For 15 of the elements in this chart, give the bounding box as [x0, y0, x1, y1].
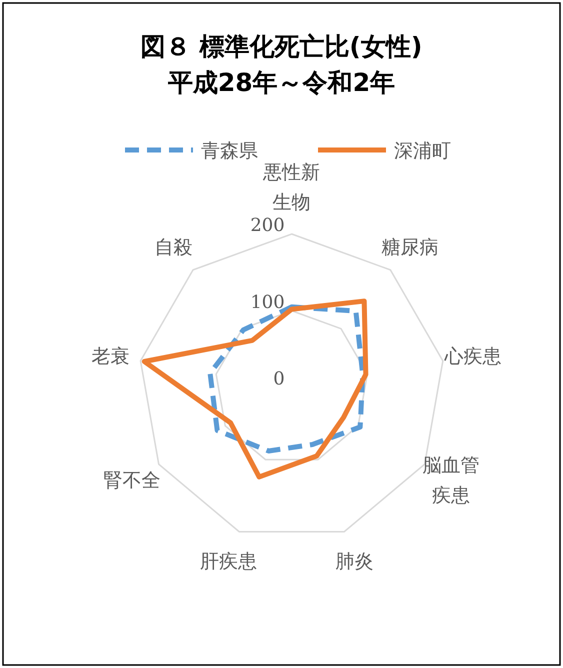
y-tick-label: 0 — [273, 368, 285, 390]
spoke-label: 自殺 — [154, 236, 192, 258]
spoke-label: 心疾患 — [444, 346, 502, 368]
spoke-label: 肝疾患 — [200, 550, 258, 573]
spoke-label: 糖尿病 — [382, 236, 439, 258]
spoke-label: 腎不全 — [104, 470, 161, 492]
y-tick-label: 200 — [250, 215, 285, 236]
spoke-label: 肺炎 — [336, 550, 374, 573]
spoke-label: 老衰 — [91, 346, 130, 368]
legend-label: 深浦町 — [394, 140, 451, 162]
spoke-label: 脳血管疾患 — [422, 454, 480, 507]
legend-label: 青森県 — [201, 140, 258, 162]
spoke-label: 悪性新生物 — [262, 161, 320, 214]
y-tick-label: 100 — [250, 292, 285, 313]
chart-title: 図８ 標準化死亡比(女性) 平成28年～令和2年 — [140, 32, 422, 97]
